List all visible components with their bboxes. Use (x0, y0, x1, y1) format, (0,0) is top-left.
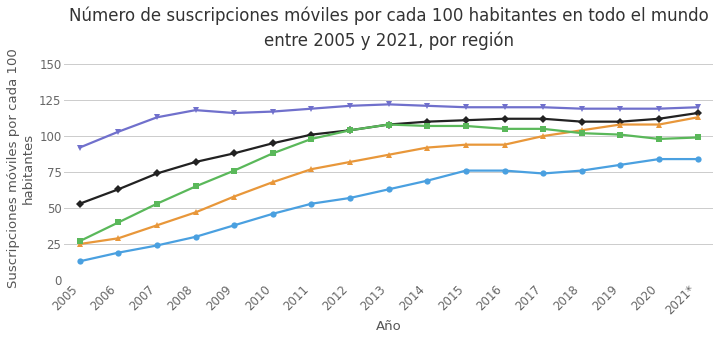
Europa (654, 107, 663, 111)
Asia-Pacífico (462, 124, 470, 128)
América (616, 122, 625, 126)
Europa (462, 105, 470, 109)
Asia-Pacífico (346, 128, 354, 132)
África (500, 169, 509, 173)
Asia-Pacífico (693, 135, 702, 139)
Europa (269, 109, 277, 114)
África (307, 202, 316, 206)
Europa (307, 107, 316, 111)
África (577, 169, 586, 173)
Europa (616, 107, 625, 111)
América (269, 180, 277, 184)
Asia-Pacífico (269, 151, 277, 155)
América (654, 122, 663, 126)
Europa (192, 108, 200, 112)
Mundial (616, 120, 625, 124)
Line: Asia-Pacífico: Asia-Pacífico (76, 121, 701, 244)
África (693, 157, 702, 161)
Mundial (654, 117, 663, 121)
Mundial (539, 117, 547, 121)
Europa (539, 105, 547, 109)
Mundial (500, 117, 509, 121)
Europa (693, 105, 702, 109)
Mundial (346, 128, 354, 132)
África (114, 251, 122, 255)
Europa (230, 111, 238, 115)
Line: Mundial: Mundial (76, 110, 701, 207)
Mundial (230, 151, 238, 155)
África (230, 223, 238, 227)
África (192, 235, 200, 239)
África (346, 196, 354, 200)
Line: África: África (76, 156, 701, 265)
Mundial (423, 120, 431, 124)
Europa (500, 105, 509, 109)
África (539, 171, 547, 175)
Mundial (153, 171, 161, 175)
África (384, 187, 393, 191)
Mundial (307, 133, 316, 137)
Asia-Pacífico (616, 133, 625, 137)
Title: Número de suscripciones móviles por cada 100 habitantes en todo el mundo
entre 2: Número de suscripciones móviles por cada… (69, 7, 708, 50)
Mundial (114, 187, 122, 191)
África (423, 178, 431, 183)
África (76, 259, 84, 264)
América (577, 128, 586, 132)
Asia-Pacífico (76, 239, 84, 243)
Asia-Pacífico (577, 131, 586, 135)
Asia-Pacífico (114, 220, 122, 224)
Y-axis label: Suscripciones móviles por cada 100
habitantes: Suscripciones móviles por cada 100 habit… (7, 49, 35, 288)
Asia-Pacífico (654, 137, 663, 141)
América (192, 210, 200, 215)
América (76, 242, 84, 246)
África (616, 163, 625, 167)
América (539, 134, 547, 138)
Europa (153, 115, 161, 119)
América (230, 194, 238, 199)
Mundial (384, 122, 393, 126)
Line: Europa: Europa (76, 101, 701, 151)
América (423, 146, 431, 150)
América (500, 143, 509, 147)
Mundial (577, 120, 586, 124)
X-axis label: Año: Año (376, 320, 402, 333)
América (346, 160, 354, 164)
Europa (76, 146, 84, 150)
Mundial (269, 141, 277, 145)
América (693, 115, 702, 119)
Asia-Pacífico (423, 124, 431, 128)
África (153, 243, 161, 248)
Europa (346, 104, 354, 108)
África (462, 169, 470, 173)
Europa (384, 102, 393, 106)
América (384, 153, 393, 157)
Mundial (462, 118, 470, 122)
Asia-Pacífico (500, 127, 509, 131)
Asia-Pacífico (153, 202, 161, 206)
Europa (423, 104, 431, 108)
América (462, 143, 470, 147)
Asia-Pacífico (539, 127, 547, 131)
Asia-Pacífico (230, 169, 238, 173)
Europa (577, 107, 586, 111)
Asia-Pacífico (192, 184, 200, 188)
Asia-Pacífico (307, 137, 316, 141)
América (307, 167, 316, 171)
Asia-Pacífico (384, 122, 393, 126)
África (654, 157, 663, 161)
América (153, 223, 161, 227)
América (114, 236, 122, 240)
Mundial (693, 111, 702, 115)
Europa (114, 130, 122, 134)
Line: América: América (76, 114, 701, 247)
África (269, 212, 277, 216)
Mundial (76, 202, 84, 206)
Mundial (192, 160, 200, 164)
